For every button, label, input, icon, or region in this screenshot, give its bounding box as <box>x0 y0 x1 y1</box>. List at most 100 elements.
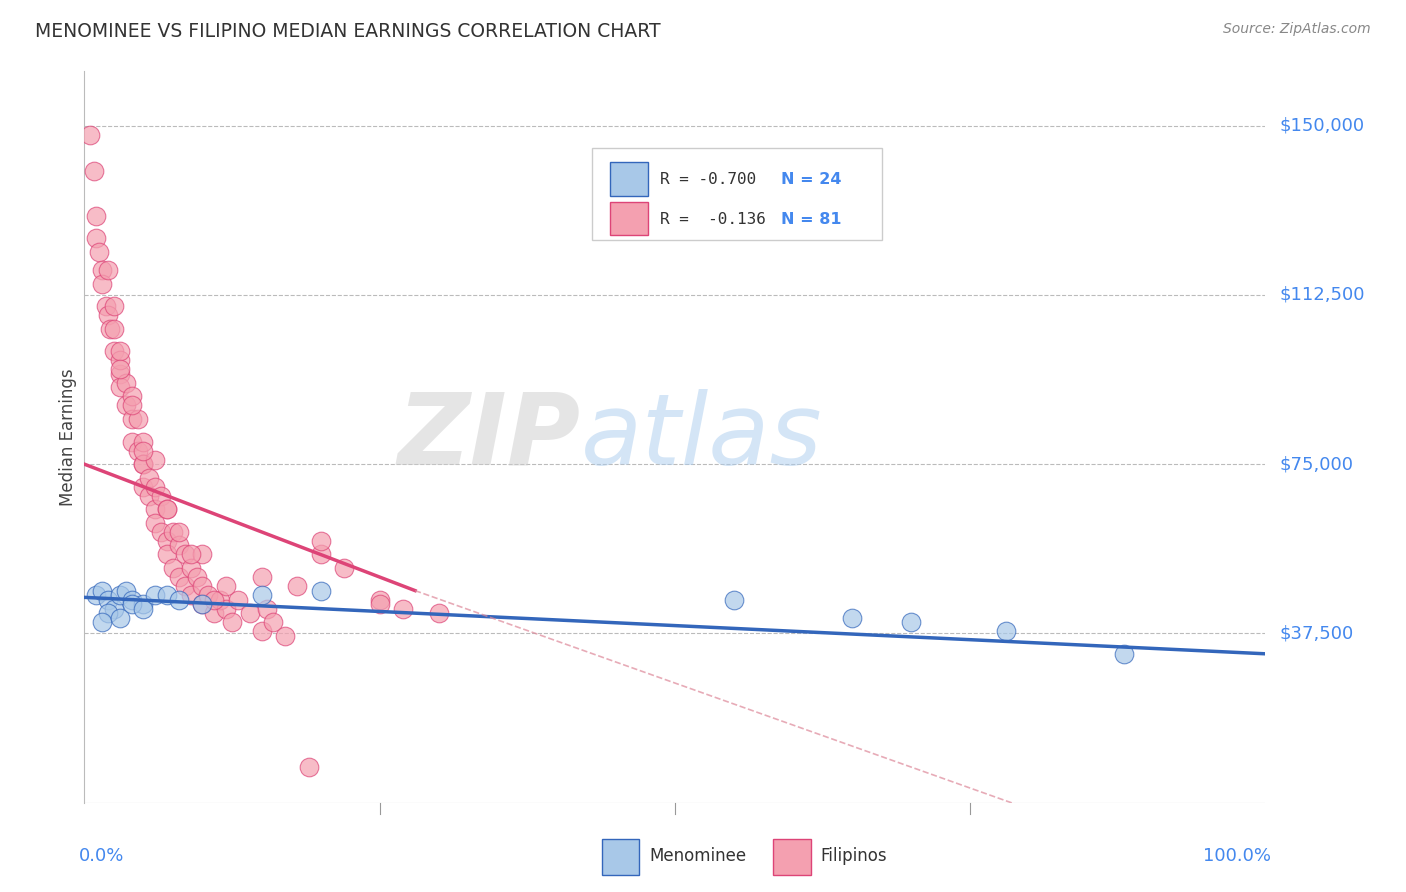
Point <box>167 538 190 552</box>
Point <box>173 579 195 593</box>
Text: $37,500: $37,500 <box>1279 624 1354 642</box>
Point <box>427 606 450 620</box>
Point <box>114 376 136 390</box>
Point <box>298 760 321 774</box>
Point <box>121 592 143 607</box>
Point <box>900 615 922 630</box>
Point <box>197 588 219 602</box>
Text: R =  -0.136: R = -0.136 <box>659 211 765 227</box>
Point <box>262 615 284 630</box>
FancyBboxPatch shape <box>773 839 811 875</box>
Point <box>1112 647 1135 661</box>
Point <box>180 561 202 575</box>
Point <box>103 344 125 359</box>
Point <box>143 588 166 602</box>
Point <box>87 244 110 259</box>
Point <box>162 524 184 539</box>
Point <box>333 561 356 575</box>
Text: atlas: atlas <box>581 389 823 485</box>
Text: R = -0.700: R = -0.700 <box>659 172 756 187</box>
Point <box>103 601 125 615</box>
Point <box>108 362 131 376</box>
Point <box>368 597 391 611</box>
Point <box>215 579 238 593</box>
Point <box>132 601 155 615</box>
Text: 0.0%: 0.0% <box>79 847 124 864</box>
Point <box>84 231 107 245</box>
Text: Menominee: Menominee <box>650 847 747 865</box>
Point <box>79 128 101 142</box>
Point <box>250 588 273 602</box>
Point <box>108 344 131 359</box>
Point <box>226 592 249 607</box>
Point <box>202 606 225 620</box>
Point <box>132 443 155 458</box>
Point <box>274 629 297 643</box>
Point <box>841 610 863 624</box>
Point <box>191 548 214 562</box>
Point <box>97 308 120 322</box>
Point <box>94 299 117 313</box>
Point <box>121 389 143 403</box>
Text: N = 81: N = 81 <box>782 211 842 227</box>
Point <box>83 163 105 178</box>
Point <box>150 489 173 503</box>
Point <box>121 434 143 449</box>
Point <box>250 624 273 639</box>
Point <box>132 480 155 494</box>
Text: $75,000: $75,000 <box>1279 455 1354 473</box>
Point <box>167 592 190 607</box>
Point <box>103 322 125 336</box>
Point <box>156 502 179 516</box>
Point <box>98 322 121 336</box>
Point <box>309 533 332 548</box>
Point <box>132 597 155 611</box>
Point <box>156 588 179 602</box>
Point <box>150 524 173 539</box>
Point <box>143 480 166 494</box>
FancyBboxPatch shape <box>592 148 882 240</box>
Point <box>132 457 155 471</box>
Point <box>239 606 262 620</box>
Point <box>108 367 131 381</box>
Point <box>202 592 225 607</box>
FancyBboxPatch shape <box>610 202 648 235</box>
Point <box>108 380 131 394</box>
Point <box>121 597 143 611</box>
Point <box>994 624 1017 639</box>
Point <box>114 399 136 413</box>
Point <box>191 579 214 593</box>
Point <box>180 588 202 602</box>
Point <box>180 548 202 562</box>
Point <box>132 434 155 449</box>
Point <box>97 592 120 607</box>
Y-axis label: Median Earnings: Median Earnings <box>59 368 77 506</box>
Text: Source: ZipAtlas.com: Source: ZipAtlas.com <box>1223 22 1371 37</box>
Point <box>114 583 136 598</box>
Point <box>143 452 166 467</box>
Point <box>108 610 131 624</box>
Point <box>143 502 166 516</box>
Point <box>191 597 214 611</box>
Point <box>156 548 179 562</box>
Point <box>127 443 149 458</box>
Point <box>103 299 125 313</box>
Point <box>167 570 190 584</box>
Point <box>309 583 332 598</box>
Point <box>173 548 195 562</box>
Point <box>121 412 143 426</box>
Point <box>108 353 131 368</box>
Point <box>127 412 149 426</box>
Point <box>84 588 107 602</box>
Point <box>368 592 391 607</box>
Point <box>256 601 278 615</box>
Point <box>97 606 120 620</box>
Point <box>221 615 243 630</box>
Point <box>186 570 208 584</box>
Point <box>108 588 131 602</box>
Point <box>91 583 114 598</box>
Point <box>91 615 114 630</box>
Point <box>285 579 308 593</box>
Text: $150,000: $150,000 <box>1279 117 1364 135</box>
Point <box>138 471 160 485</box>
